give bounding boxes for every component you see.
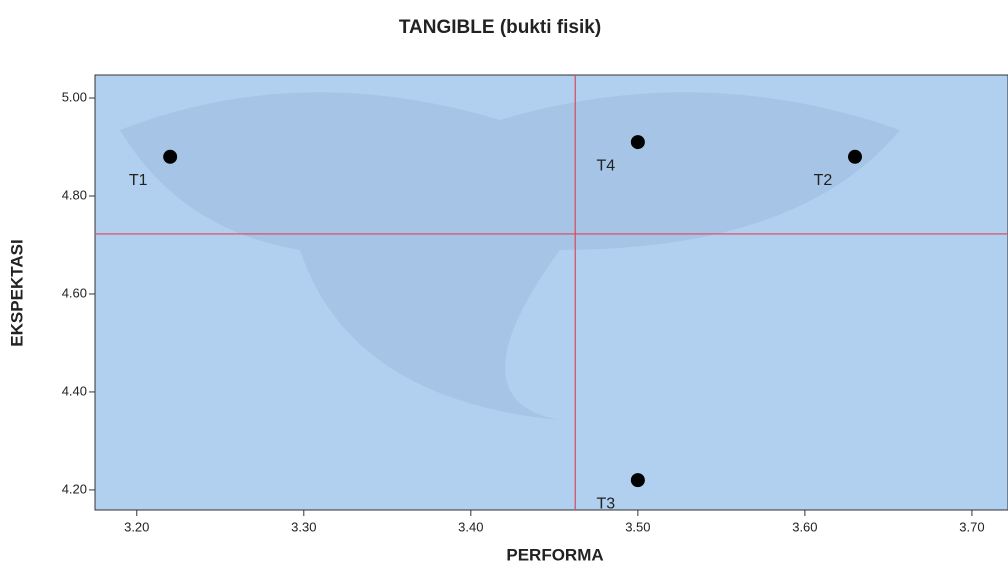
x-tick-label: 3.60 xyxy=(792,519,817,534)
y-tick-label: 4.40 xyxy=(62,383,87,398)
x-tick-label: 3.50 xyxy=(625,519,650,534)
page: TANGIBLE (bukti fisik) PERFORMA EKSPEKTA… xyxy=(0,0,1008,567)
y-tick-label: 4.60 xyxy=(62,285,87,300)
x-axis-title: PERFORMA xyxy=(506,545,603,564)
y-tick-label: 5.00 xyxy=(62,89,87,104)
chart-title: TANGIBLE (bukti fisik) xyxy=(399,17,601,38)
chart: TANGIBLE (bukti fisik) PERFORMA EKSPEKTA… xyxy=(0,0,1008,567)
point-label: T1 xyxy=(129,172,148,189)
x-tick-label: 3.30 xyxy=(291,519,316,534)
y-tick-label: 4.80 xyxy=(62,187,87,202)
x-tick-label: 3.70 xyxy=(959,519,984,534)
point xyxy=(848,150,862,164)
point xyxy=(163,150,177,164)
point-label: T2 xyxy=(814,172,833,189)
x-tick-label: 3.40 xyxy=(458,519,483,534)
x-tick-label: 3.20 xyxy=(124,519,149,534)
point-label: T3 xyxy=(597,495,616,512)
point xyxy=(631,135,645,149)
y-axis-title: EKSPEKTASI xyxy=(7,239,26,346)
point-label: T4 xyxy=(597,157,616,174)
point xyxy=(631,473,645,487)
y-tick-label: 4.20 xyxy=(62,481,87,496)
